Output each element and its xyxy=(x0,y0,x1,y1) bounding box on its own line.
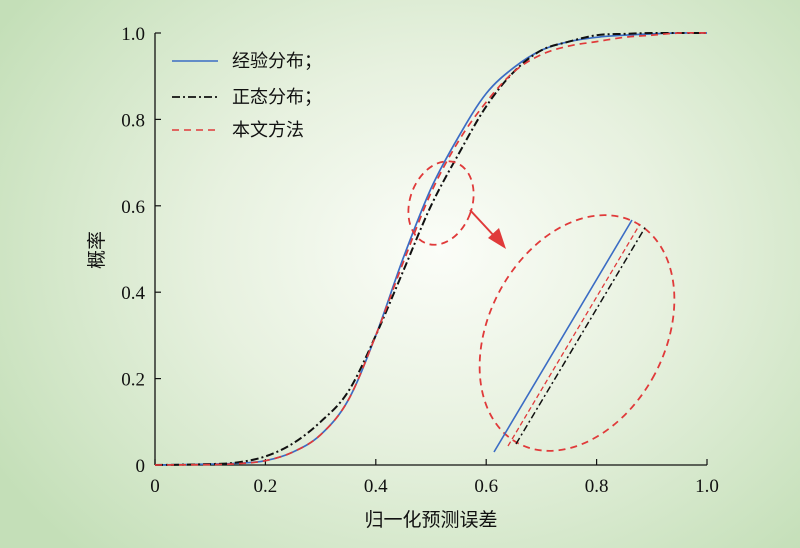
series-line-empirical xyxy=(154,32,708,466)
zoom-inset xyxy=(478,214,676,453)
inset-line-normal xyxy=(515,225,647,445)
legend: 经验分布； 正态分布； 本文方法 xyxy=(172,51,322,141)
inset-ellipse xyxy=(478,214,676,452)
x-tick-group: 0 0.2 0.4 0.6 0.8 1.0 xyxy=(150,459,719,497)
x-tick-label: 0.8 xyxy=(585,476,609,497)
inset-line-proposed xyxy=(507,223,641,447)
x-tick-label: 0.6 xyxy=(474,476,498,497)
y-tick-group: 0 0.2 0.4 0.6 0.8 1.0 xyxy=(121,24,161,477)
legend-label-normal: 正态分布； xyxy=(232,87,322,108)
inset-line-empirical xyxy=(493,219,633,453)
x-tick-label: 0.4 xyxy=(364,476,388,497)
zoom-arrow xyxy=(469,209,506,249)
x-tick-label: 1.0 xyxy=(695,476,719,497)
y-tick-label: 0.4 xyxy=(121,283,145,304)
series-line-proposed xyxy=(154,31,708,466)
y-axis-title: 概率 xyxy=(86,231,108,269)
legend-label-empirical: 经验分布； xyxy=(232,51,322,72)
y-tick-label: 0.8 xyxy=(121,110,145,131)
x-axis-title: 归一化预测误差 xyxy=(364,509,497,531)
series-line-normal xyxy=(154,31,707,466)
zoom-region-ellipse xyxy=(407,160,475,246)
axes xyxy=(154,33,707,466)
series-group xyxy=(154,31,708,466)
y-tick-label: 0 xyxy=(136,456,146,477)
x-tick-label: 0 xyxy=(150,476,160,497)
legend-label-proposed: 本文方法 xyxy=(232,120,304,141)
x-tick-label: 0.2 xyxy=(254,476,278,497)
y-tick-label: 0.6 xyxy=(121,197,145,218)
y-tick-label: 1.0 xyxy=(121,24,145,45)
y-tick-label: 0.2 xyxy=(121,370,145,391)
